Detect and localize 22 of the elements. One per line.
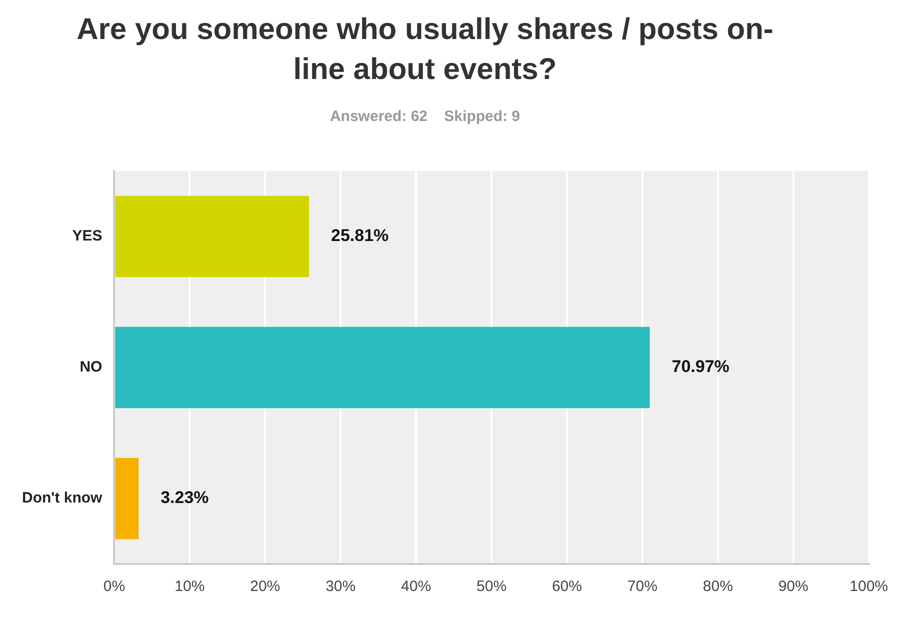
x-tick-label: 0% bbox=[103, 578, 126, 596]
x-tick-label: 100% bbox=[850, 578, 888, 596]
x-tick-label: 90% bbox=[778, 578, 808, 596]
x-tick-label: 50% bbox=[476, 578, 507, 596]
y-tick-label: Don't know bbox=[22, 490, 103, 507]
y-tick-label: YES bbox=[72, 228, 102, 245]
x-tick-label: 70% bbox=[627, 578, 658, 596]
x-tick-label: 20% bbox=[250, 578, 280, 596]
chart-title: Are you someone who usually shares / posts on-line about events? bbox=[76, 12, 774, 88]
data-label: 70.97% bbox=[672, 357, 730, 376]
data-label: 3.23% bbox=[160, 488, 209, 508]
bar bbox=[115, 326, 650, 408]
x-tick-label: 80% bbox=[702, 578, 733, 596]
bar bbox=[115, 458, 139, 540]
bar bbox=[115, 196, 309, 278]
x-tick-label: 40% bbox=[401, 578, 432, 596]
y-tick-label: NO bbox=[80, 358, 103, 376]
x-tick-label: 30% bbox=[326, 578, 356, 596]
x-tick-label: 10% bbox=[174, 578, 205, 596]
x-tick-label: 60% bbox=[552, 578, 582, 596]
data-label: 25.81% bbox=[330, 226, 389, 246]
chart-subtitle: Answered: 62 Skipped: 9 bbox=[328, 108, 522, 125]
